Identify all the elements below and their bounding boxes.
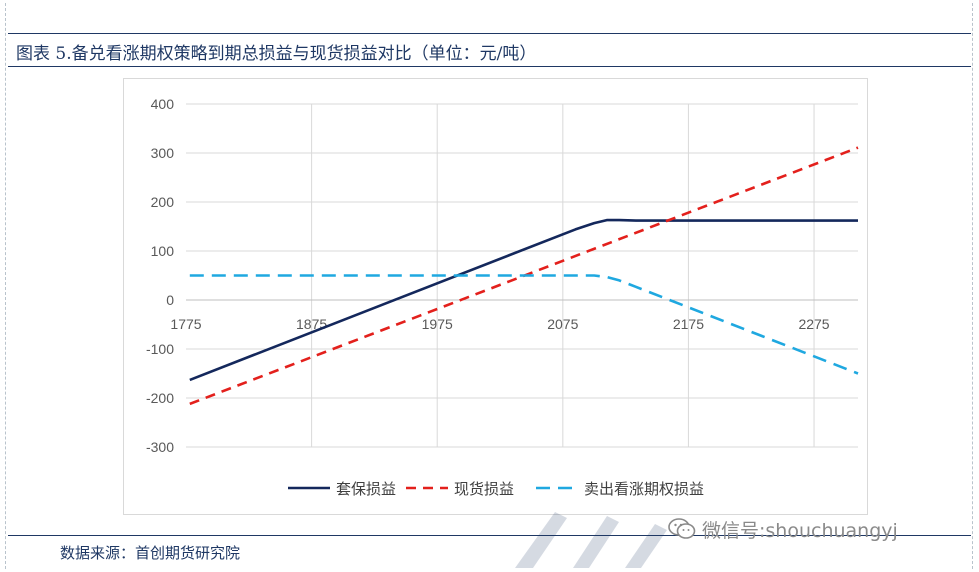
y-tick-label: -100 [146,341,174,357]
chart-svg: 400 300 200 100 0 -100 -200 -300 1775 1875 1975 207… [146,96,859,498]
wechat-id: 微信号:shouchuangyj [702,519,898,542]
x-tick-label: 2075 [547,316,578,332]
report-frame [5,3,973,569]
y-tick-label: 300 [151,145,175,161]
y-tick-label: -300 [146,439,174,455]
legend-label: 卖出看涨期权损益 [584,480,704,498]
x-tick-label: 2175 [673,316,704,332]
y-tick-label: -200 [146,390,174,406]
source-note: 数据来源：首创期货研究院 [60,544,241,562]
y-tick-label: 400 [151,96,175,112]
y-tick-label: 100 [151,243,175,259]
legend-label: 套保损益 [336,480,396,498]
x-tick-label: 1975 [422,316,453,332]
source-bar: 数据来源：首创期货研究院 [8,535,971,569]
legend-label: 现货损益 [454,480,514,498]
x-tick-label: 1875 [296,316,327,332]
total-hedge-line [189,218,858,382]
wechat-badge: 微信号:shouchuangyj [668,512,898,546]
chart-frame [123,78,868,515]
chart-title: 图表 5.备兑看涨期权策略到期总损益与现货损益对比（单位：元/吨） [16,44,537,64]
wechat-icon [668,518,696,539]
x-tick-label: 2275 [798,316,829,332]
y-tick-label: 0 [166,292,174,308]
title-bar: 图表 5.备兑看涨期权策略到期总损益与现货损益对比（单位：元/吨） [8,33,971,67]
short-call-line [189,274,859,375]
y-tick-label: 200 [151,194,175,210]
x-tick-label: 1775 [170,316,201,332]
